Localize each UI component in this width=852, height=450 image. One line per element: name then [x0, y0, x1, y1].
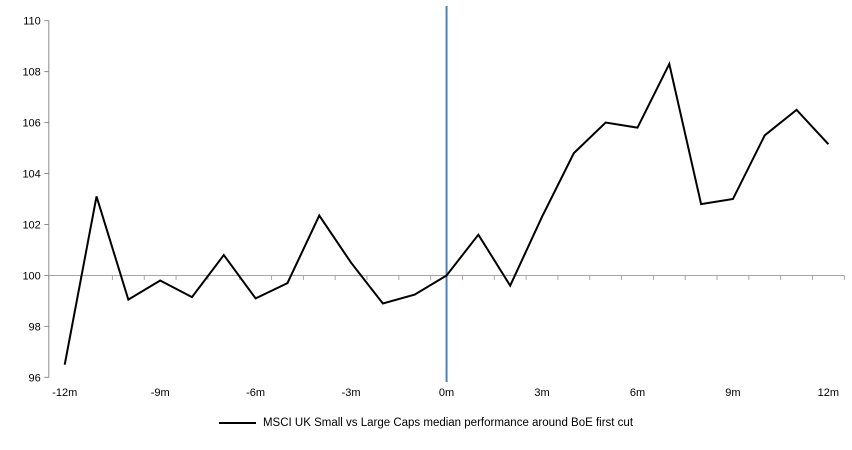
- x-tick-label: 6m: [630, 387, 645, 399]
- y-tick-label: 98: [29, 321, 41, 333]
- y-tick-label: 106: [22, 118, 40, 130]
- legend-label: MSCI UK Small vs Large Caps median perfo…: [262, 417, 634, 429]
- x-tick-label: 12m: [818, 387, 839, 399]
- legend-line-sample: [218, 422, 256, 424]
- x-tick-label: 3m: [534, 387, 549, 399]
- x-tick-label: -12m: [52, 387, 77, 399]
- y-tick-label: 96: [29, 372, 41, 384]
- x-tick-label: -6m: [246, 387, 265, 399]
- x-tick-label: -3m: [342, 387, 361, 399]
- y-tick-label: 100: [22, 270, 40, 282]
- x-tick-label: -9m: [151, 387, 170, 399]
- y-tick-label: 104: [22, 169, 40, 181]
- series-line: [63, 61, 830, 365]
- y-tick-label: 110: [23, 16, 41, 28]
- x-tick-label: 0m: [439, 387, 454, 399]
- y-tick-label: 102: [22, 219, 40, 231]
- legend: MSCI UK Small vs Large Caps median perfo…: [0, 417, 852, 429]
- x-tick-label: 9m: [725, 387, 740, 399]
- y-tick-label: 108: [22, 67, 40, 79]
